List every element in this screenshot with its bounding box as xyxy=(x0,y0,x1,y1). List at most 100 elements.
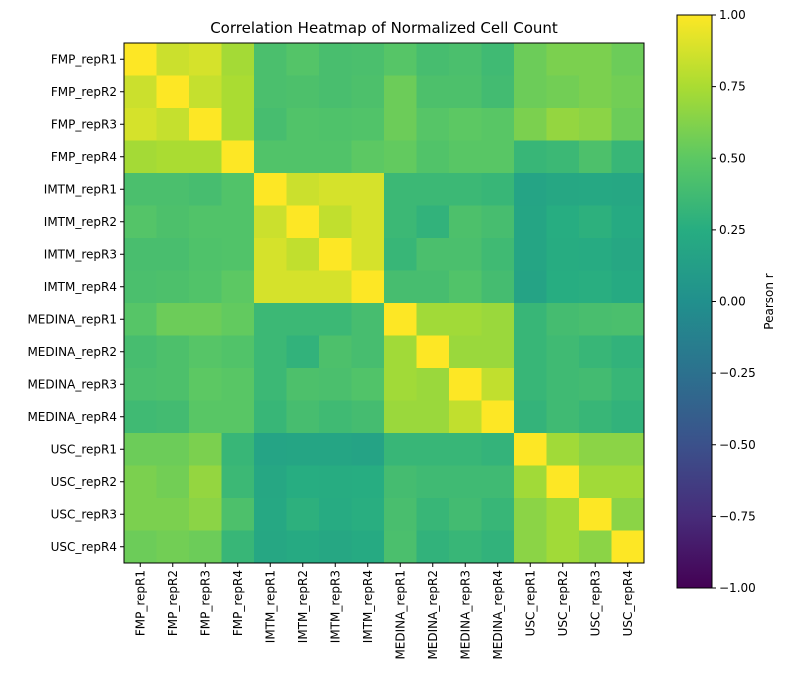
y-tick-label: IMTM_repR4 xyxy=(44,280,117,294)
heatmap-cell xyxy=(481,205,515,239)
heatmap-cell xyxy=(221,530,255,564)
y-tick-label: MEDINA_repR4 xyxy=(27,410,117,424)
heatmap-cell xyxy=(156,303,190,336)
heatmap-cell xyxy=(319,400,352,434)
heatmap-cell xyxy=(416,205,450,239)
heatmap-cell xyxy=(254,43,287,76)
heatmap-cell xyxy=(254,498,287,531)
heatmap-cell xyxy=(384,173,417,206)
heatmap-cell xyxy=(351,140,385,174)
heatmap-cell xyxy=(611,75,645,109)
x-axis: FMP_repR1 FMP_repR2 FMP_repR3 FMP_repR4 IMTM… xyxy=(133,563,635,660)
heatmap-cell xyxy=(189,238,222,271)
heatmap-cell xyxy=(416,433,450,466)
heatmap-cell xyxy=(416,43,450,76)
heatmap-cell xyxy=(189,433,222,466)
heatmap-cell xyxy=(611,205,645,239)
heatmap-cell xyxy=(319,433,352,466)
heatmap-cell xyxy=(579,465,612,499)
heatmap-cell xyxy=(546,530,580,564)
heatmap-cell xyxy=(156,75,190,109)
y-tick-label: FMP_repR3 xyxy=(51,117,117,131)
heatmap-cell xyxy=(124,140,157,174)
heatmap-cell xyxy=(189,335,222,369)
heatmap-cell xyxy=(546,140,580,174)
heatmap-cell xyxy=(221,368,255,401)
y-tick-label: FMP_repR1 xyxy=(51,52,117,66)
heatmap-cell xyxy=(514,465,547,499)
colorbar-tick-label: 0.50 xyxy=(719,151,746,165)
heatmap-cell xyxy=(254,433,287,466)
heatmap-cell xyxy=(514,75,547,109)
heatmap-cell xyxy=(416,400,450,434)
heatmap-cell xyxy=(351,43,385,76)
heatmap-cell xyxy=(286,498,320,531)
x-tick-label: IMTM_repR4 xyxy=(361,570,375,643)
heatmap-cell xyxy=(286,303,320,336)
heatmap-cell xyxy=(579,400,612,434)
heatmap-cell xyxy=(514,173,547,206)
heatmap-cell xyxy=(416,335,450,369)
heatmap-cell xyxy=(546,75,580,109)
heatmap-cell xyxy=(611,433,645,466)
heatmap-cell xyxy=(416,498,450,531)
colorbar-tick-label: 0.25 xyxy=(719,223,746,237)
heatmap-cell xyxy=(254,173,287,206)
colorbar-tick-label: −0.50 xyxy=(719,438,756,452)
heatmap-cell xyxy=(156,43,190,76)
heatmap-cell xyxy=(254,303,287,336)
heatmap-cell xyxy=(481,140,515,174)
heatmap-cell xyxy=(384,43,417,76)
heatmap-cell xyxy=(221,140,255,174)
heatmap-cell xyxy=(351,368,385,401)
y-tick-label: FMP_repR4 xyxy=(51,150,117,164)
colorbar-tick-label: −1.00 xyxy=(719,581,756,595)
colorbar-label: Pearson r xyxy=(762,273,776,329)
y-tick-label: FMP_repR2 xyxy=(51,85,117,99)
heatmap-cell xyxy=(221,75,255,109)
x-tick-label: MEDINA_repR1 xyxy=(393,570,407,660)
heatmap-cell xyxy=(156,173,190,206)
heatmap-cell xyxy=(546,238,580,271)
heatmap-cell xyxy=(156,498,190,531)
heatmap-cell xyxy=(124,368,157,401)
heatmap-cell xyxy=(481,530,515,564)
heatmap-cell xyxy=(286,140,320,174)
heatmap-cell xyxy=(546,303,580,336)
heatmap-cell xyxy=(221,335,255,369)
heatmap-cell xyxy=(384,303,417,336)
heatmap-cell xyxy=(514,140,547,174)
heatmap-cell xyxy=(319,498,352,531)
heatmap-cells xyxy=(124,43,645,564)
heatmap-cell xyxy=(611,303,645,336)
heatmap-cell xyxy=(384,140,417,174)
heatmap-cell xyxy=(579,173,612,206)
colorbar-gradient xyxy=(676,14,713,589)
heatmap-cell xyxy=(124,433,157,466)
heatmap-cell xyxy=(514,108,547,141)
heatmap-cell xyxy=(156,530,190,564)
heatmap-cell xyxy=(416,238,450,271)
heatmap-cell xyxy=(221,465,255,499)
heatmap-cell xyxy=(156,140,190,174)
heatmap-cell xyxy=(546,108,580,141)
x-tick-label: USC_repR1 xyxy=(523,570,537,636)
heatmap-cell xyxy=(611,173,645,206)
heatmap-cell xyxy=(189,368,222,401)
x-tick-label: USC_repR3 xyxy=(588,570,602,636)
y-tick-label: MEDINA_repR3 xyxy=(27,377,117,391)
heatmap-cell xyxy=(286,75,320,109)
y-tick-label: IMTM_repR3 xyxy=(44,247,117,261)
heatmap-cell xyxy=(579,75,612,109)
heatmap-cell xyxy=(481,238,515,271)
heatmap-cell xyxy=(514,400,547,434)
heatmap-cell xyxy=(189,270,222,304)
heatmap-cell xyxy=(514,368,547,401)
heatmap-cell xyxy=(221,400,255,434)
heatmap-cell xyxy=(449,303,482,336)
heatmap-cell xyxy=(351,498,385,531)
heatmap-cell xyxy=(286,108,320,141)
heatmap-cell xyxy=(611,400,645,434)
heatmap-cell xyxy=(579,530,612,564)
heatmap-cell xyxy=(481,270,515,304)
